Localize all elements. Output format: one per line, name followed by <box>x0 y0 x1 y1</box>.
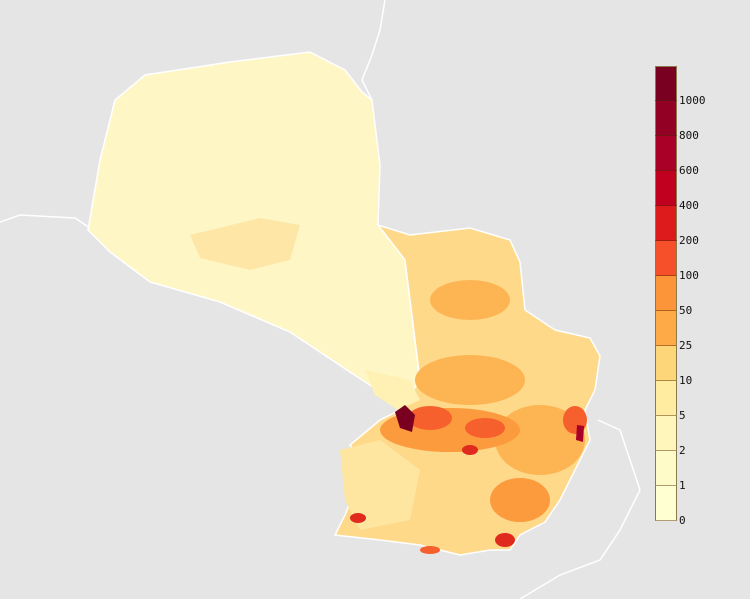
legend-label: 5 <box>679 409 686 422</box>
asuncion-patch <box>395 405 415 432</box>
legend-label: 200 <box>679 234 699 247</box>
ciudad-del-este-patch <box>576 425 584 442</box>
legend-label: 2 <box>679 444 686 457</box>
legend-label: 1 <box>679 479 686 492</box>
legend-bin <box>655 486 677 521</box>
legend-bin <box>655 206 677 241</box>
legend-label: 100 <box>679 269 699 282</box>
legend-label: 10 <box>679 374 693 387</box>
legend-label: 800 <box>679 129 699 142</box>
legend-label: 0 <box>679 514 686 527</box>
legend-bin <box>655 136 677 171</box>
legend-bin <box>655 451 677 486</box>
legend-label: 50 <box>679 304 693 317</box>
color-legend: 1000 800 600 400 200 100 50 25 10 5 2 1 0 <box>655 66 715 527</box>
legend-bin <box>655 101 677 136</box>
legend-bin <box>655 381 677 416</box>
legend-label: 600 <box>679 164 699 177</box>
legend-bin <box>655 346 677 381</box>
legend-bin <box>655 171 677 206</box>
neighbor-borders <box>0 0 641 599</box>
legend-label: 25 <box>679 339 693 352</box>
legend-bin <box>655 276 677 311</box>
legend-bin <box>655 241 677 276</box>
legend-label: 400 <box>679 199 699 212</box>
legend-label: 1000 <box>679 94 706 107</box>
legend-bin <box>655 416 677 451</box>
legend-bin <box>655 66 677 101</box>
legend-bin <box>655 311 677 346</box>
density-patches <box>190 218 587 554</box>
